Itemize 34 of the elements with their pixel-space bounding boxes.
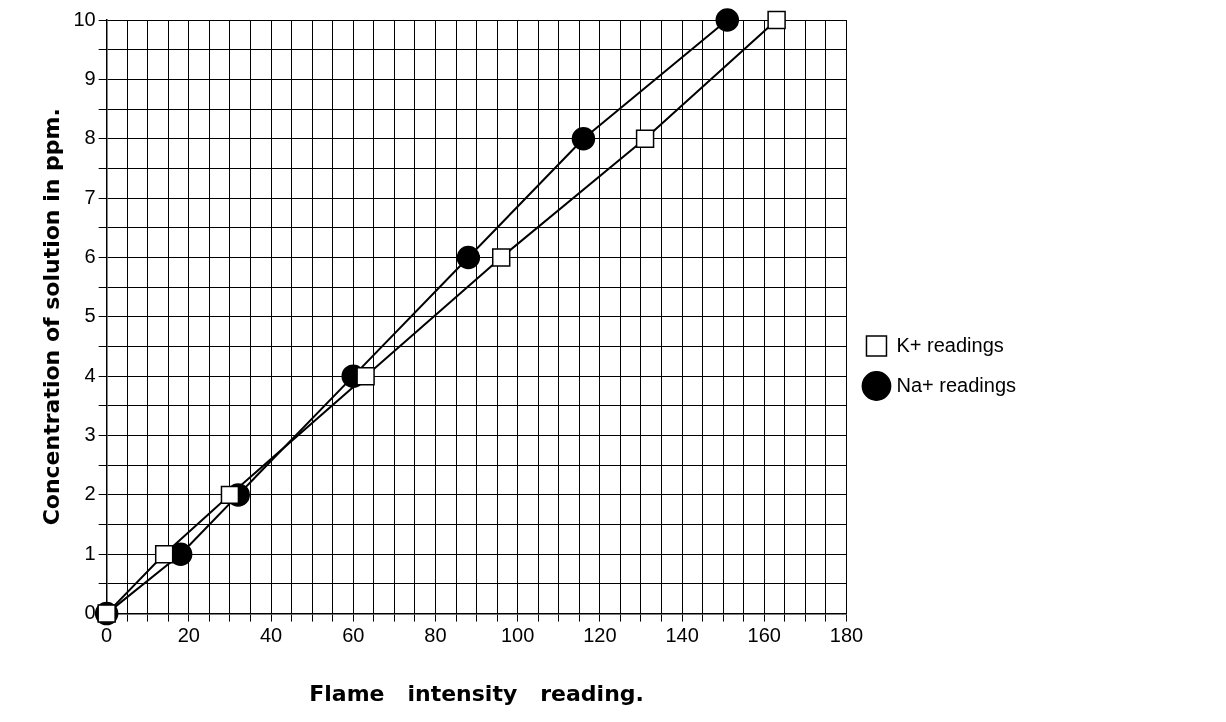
point [635,129,655,148]
y-tick-label: 7 [84,185,96,208]
y-tick-label: 8 [84,126,96,149]
y-tick-label: 10 [73,7,96,30]
point [491,248,511,267]
x-tick-label: 20 [177,624,200,647]
y-tick-label: 2 [84,482,96,505]
y-axis-title: Concentration of solution in ppm. [38,108,64,526]
point [154,545,174,564]
y-tick-label: 1 [84,541,96,564]
x-tick-label: 80 [424,624,447,647]
x-tick-label: 60 [342,624,365,647]
point [715,8,740,32]
x-tick-label: 160 [747,624,781,647]
x-tick-label: 140 [665,624,699,647]
point [571,126,596,151]
y-tick-label: 3 [84,423,96,446]
x-tick-label: 180 [829,624,864,647]
legend-label: Na+ readings [896,373,1017,396]
point [356,366,375,386]
y-tick-label: 9 [84,66,96,89]
y-tick-label: 4 [84,363,96,386]
point [767,10,786,30]
x-tick-label: 100 [500,624,535,647]
point [456,245,481,270]
x-tick-label: 40 [259,624,283,647]
y-tick-label: 0 [84,601,96,624]
x-tick-label: 120 [583,624,617,647]
point [220,485,240,505]
x-tick-label: 0 [101,624,113,647]
y-tick-label: 6 [84,244,96,267]
x-axis-title: Flame intensity reading. [309,680,644,706]
legend-label: K+ readings [896,333,1004,356]
y-tick-label: 5 [84,304,96,327]
